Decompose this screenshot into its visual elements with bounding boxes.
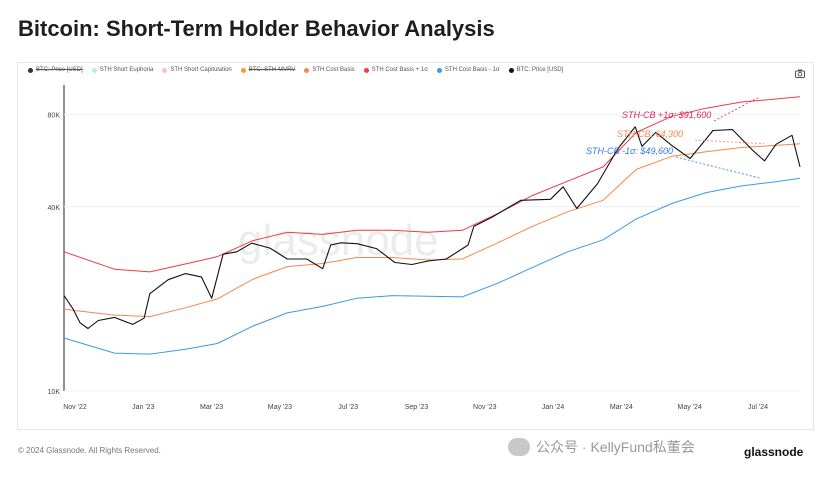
legend-item-sth-cost-basis[interactable]: STH Cost Basis bbox=[304, 67, 355, 73]
series-line-btc-price-usd bbox=[63, 126, 801, 330]
legend-label: STH Short Euphoria bbox=[99, 67, 154, 73]
legend-label: BTC: Price [USD] bbox=[516, 67, 564, 73]
x-tick-label: Mar '24 bbox=[610, 404, 633, 411]
x-tick-label: Jul '24 bbox=[748, 404, 768, 411]
annotation-upper: STH-CB +1σ: $91,600 bbox=[622, 110, 711, 120]
legend-dot bbox=[28, 67, 33, 73]
legend-dot bbox=[240, 67, 246, 73]
series-line-sth-cost-basis-1 bbox=[63, 177, 801, 355]
x-tick-label: Nov '23 bbox=[473, 404, 497, 411]
x-tick-label: May '24 bbox=[678, 404, 702, 411]
annotation-lower: STH-CB -1σ: $49,600 bbox=[586, 146, 673, 156]
legend-label: STH Cost Basis bbox=[312, 67, 355, 73]
x-tick-label: Jul '23 bbox=[338, 404, 358, 411]
legend-item-sth-capitulation[interactable]: STH Short Capitulation bbox=[162, 67, 232, 73]
legend-item-sth-mvrv[interactable]: BTC: STH-MVRV bbox=[240, 67, 296, 73]
x-tick-labels: Nov '22 Jan '23 Mar '23 May '23 Jul '23 Sep '… bbox=[63, 404, 768, 411]
chart-svg: glassnode 10K 40K 80K Nov '22 Jan '23 Mar '2… bbox=[48, 85, 801, 411]
wechat-text: 公众号 · KellyFund私董会 bbox=[536, 439, 695, 455]
annotation-lower-connector bbox=[675, 156, 761, 179]
legend-dot bbox=[508, 67, 514, 73]
series-lines bbox=[63, 96, 801, 355]
y-tick-label: 40K bbox=[48, 205, 61, 212]
legend-dot bbox=[304, 67, 310, 73]
legend-dot bbox=[162, 67, 168, 73]
x-tick-label: Sep '23 bbox=[405, 404, 429, 411]
legend-item-sth-euphoria[interactable]: STH Short Euphoria bbox=[91, 67, 154, 73]
annotation-upper-connector bbox=[713, 96, 761, 122]
camera-icon[interactable] bbox=[795, 69, 805, 80]
brand-logo: glassnode bbox=[744, 445, 804, 459]
copyright-footer: © 2024 Glassnode. All Rights Reserved. bbox=[18, 446, 161, 455]
x-tick-label: May '23 bbox=[268, 404, 292, 411]
chart-panel: BTC: Price [USD] STH Short Euphoria STH … bbox=[17, 62, 814, 430]
x-tick-label: Nov '22 bbox=[63, 404, 87, 411]
annotation-layer: STH-CB +1σ: $91,600 STH-CB: 64,300 STH-C… bbox=[586, 96, 765, 179]
legend-label: BTC: Price [USD] bbox=[36, 67, 83, 73]
legend-item-price-hidden[interactable]: BTC: Price [USD] bbox=[28, 67, 83, 73]
page-title: Bitcoin: Short-Term Holder Behavior Anal… bbox=[18, 16, 495, 41]
chart-legend: BTC: Price [USD] STH Short Euphoria STH … bbox=[28, 67, 563, 73]
legend-label: BTC: STH-MVRV bbox=[248, 67, 296, 73]
annotation-mid: STH-CB: 64,300 bbox=[617, 129, 683, 139]
watermark: glassnode bbox=[238, 216, 439, 265]
legend-label: STH Cost Basis + 1σ bbox=[371, 67, 428, 73]
x-tick-label: Jan '24 bbox=[542, 404, 564, 411]
legend-item-sth-cost-basis-minus[interactable]: STH Cost Basis - 1σ bbox=[436, 67, 500, 73]
y-tick-label: 80K bbox=[48, 113, 61, 120]
legend-label: STH Short Capitulation bbox=[170, 67, 232, 73]
legend-label: STH Cost Basis - 1σ bbox=[444, 67, 500, 73]
legend-item-price[interactable]: BTC: Price [USD] bbox=[508, 67, 564, 73]
legend-dot bbox=[436, 67, 442, 73]
annotation-mid-connector bbox=[694, 139, 765, 145]
wechat-icon bbox=[508, 438, 530, 456]
legend-dot bbox=[91, 67, 97, 73]
x-tick-label: Jan '23 bbox=[132, 404, 154, 411]
legend-dot bbox=[363, 67, 369, 73]
wechat-watermark: 公众号 · KellyFund私董会 bbox=[508, 437, 695, 457]
y-tick-labels: 10K 40K 80K bbox=[48, 113, 61, 396]
y-tick-label: 10K bbox=[48, 389, 61, 396]
series-line-sth-cost-basis-1 bbox=[63, 96, 801, 273]
x-tick-label: Mar '23 bbox=[200, 404, 223, 411]
legend-item-sth-cost-basis-plus[interactable]: STH Cost Basis + 1σ bbox=[363, 67, 428, 73]
